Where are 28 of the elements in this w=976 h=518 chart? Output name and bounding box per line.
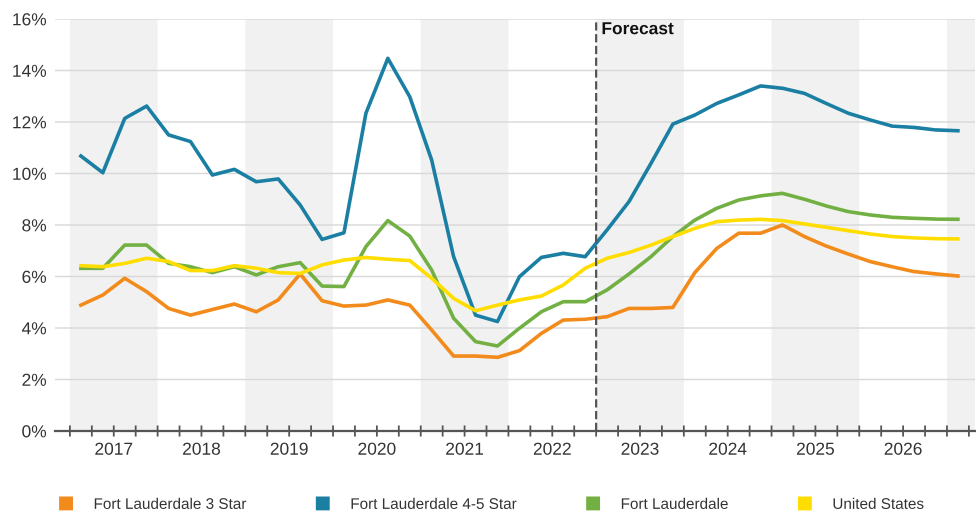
x-tick-label: 2022: [534, 442, 571, 455]
x-tick-label: 2024: [709, 442, 746, 455]
x-tick-label: 2020: [358, 442, 396, 455]
x-tick-label: 2026: [884, 442, 922, 455]
y-tick-label: 6%: [22, 270, 46, 283]
x-tick-label: 2017: [95, 442, 132, 455]
y-tick-label: 4%: [22, 322, 46, 334]
x-tick-label: 2019: [270, 442, 308, 455]
x-tick-label: 2021: [446, 442, 484, 455]
legend-label: Fort Lauderdale: [622, 498, 728, 509]
y-tick-label: 0%: [22, 425, 46, 438]
line-series: [79, 218, 960, 313]
y-tick-label: 16%: [13, 13, 46, 26]
x-tick-label: 2025: [796, 442, 834, 455]
y-tick-label: 2%: [22, 374, 46, 386]
x-tick-label: 2023: [622, 442, 659, 455]
legend-label: Fort Lauderdale 4-5 Star: [352, 498, 516, 509]
line-series: [79, 192, 960, 348]
legend-label: United States: [834, 498, 924, 509]
legend-label: Fort Lauderdale 3 Star: [94, 498, 246, 509]
y-tick-label: 14%: [13, 64, 46, 77]
y-tick-label: 8%: [22, 219, 46, 232]
line-series: [79, 223, 960, 360]
y-tick-label: 10%: [13, 168, 46, 180]
y-tick-label: 12%: [13, 116, 46, 128]
x-tick-label: 2018: [183, 442, 220, 455]
line-series: [79, 56, 960, 324]
ref-line-label: Forecast: [602, 22, 674, 34]
